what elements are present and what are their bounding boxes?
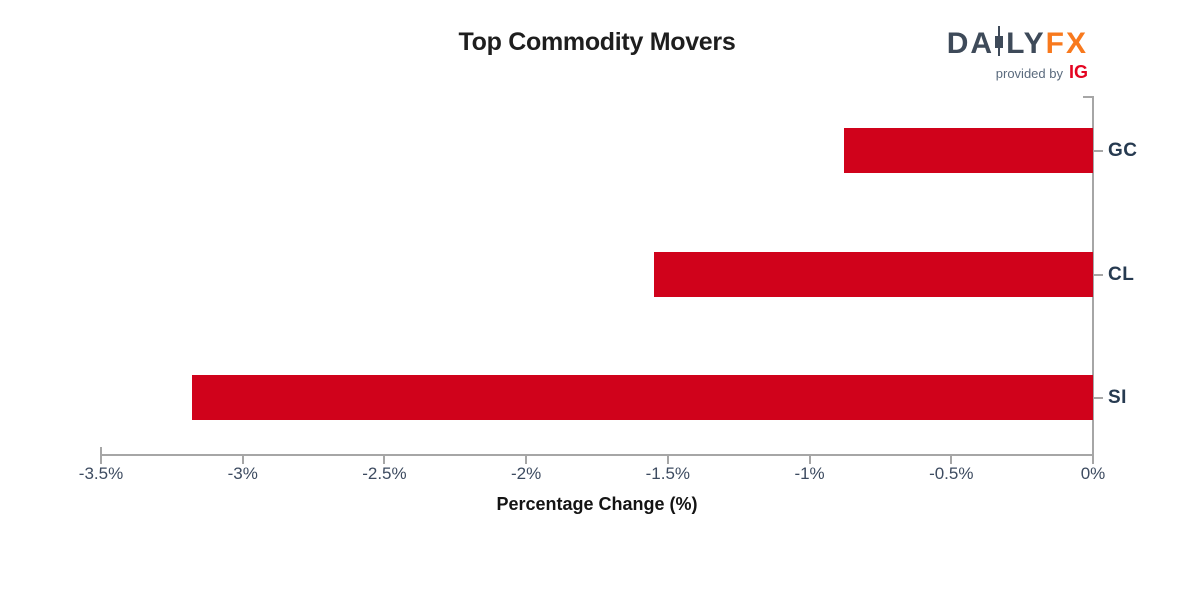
bottom-axis-left-cap — [100, 447, 102, 455]
x-tick — [241, 456, 244, 464]
x-tick — [383, 456, 386, 464]
bottom-axis-spine — [100, 454, 1094, 456]
right-axis-spine — [1092, 96, 1094, 456]
category-tick — [1094, 149, 1103, 152]
x-tick-label: -2.5% — [362, 464, 407, 483]
x-tick-label: -3% — [227, 464, 258, 483]
x-tick — [950, 456, 953, 464]
logo-text-ly: LY — [1006, 27, 1046, 60]
dailyfx-wordmark: DA LYFX — [947, 26, 1088, 59]
category-label: SI — [1108, 386, 1127, 408]
x-tick-label: -3.5% — [78, 464, 124, 483]
category-label: CL — [1108, 263, 1135, 285]
x-tick — [100, 456, 102, 464]
chart-title: Top Commodity Movers — [458, 28, 736, 56]
right-axis-top-cap — [1083, 96, 1094, 98]
candlestick-icon — [995, 26, 1004, 56]
bar-cl — [653, 252, 1093, 297]
provided-by-text: provided by — [995, 66, 1063, 81]
dailyfx-logo: DA LYFX provided by IG — [947, 26, 1088, 83]
x-tick — [525, 456, 528, 464]
logo-text-fx: FX — [1045, 27, 1088, 60]
x-tick-label: -1.5% — [645, 464, 691, 483]
x-tick-label: -0.5% — [929, 464, 974, 483]
x-tick — [1092, 456, 1094, 464]
x-axis-label: Percentage Change (%) — [496, 494, 698, 514]
x-tick-label: 0% — [1080, 464, 1106, 483]
category-tick — [1094, 396, 1103, 399]
x-tick — [666, 456, 669, 464]
category-tick — [1094, 273, 1103, 276]
ig-logo: IG — [1068, 62, 1088, 82]
logo-text-da: DA — [946, 27, 995, 60]
x-tick-label: -2% — [511, 464, 542, 483]
x-tick — [808, 456, 811, 464]
bar-gc — [843, 128, 1093, 173]
x-tick-label: -1% — [794, 464, 825, 483]
category-label: GC — [1108, 139, 1138, 161]
bar-si — [191, 375, 1093, 420]
logo-subline: provided by IG — [947, 62, 1088, 83]
